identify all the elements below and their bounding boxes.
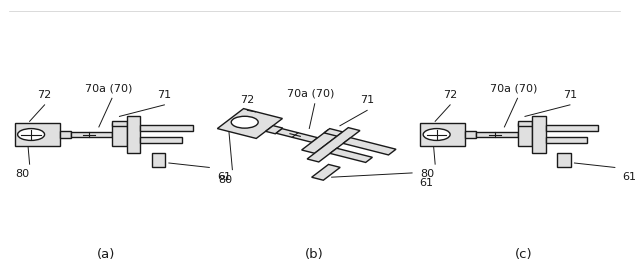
Text: 72: 72 [443, 90, 457, 100]
Text: 70a (70): 70a (70) [84, 83, 132, 93]
Polygon shape [518, 123, 532, 146]
Polygon shape [546, 125, 598, 131]
Text: 70a (70): 70a (70) [287, 89, 335, 99]
Polygon shape [330, 148, 372, 162]
Text: 71: 71 [360, 95, 374, 105]
Polygon shape [465, 131, 476, 138]
Text: 70a (70): 70a (70) [490, 83, 538, 93]
Polygon shape [127, 116, 140, 153]
Polygon shape [266, 126, 283, 134]
Polygon shape [420, 123, 465, 146]
Polygon shape [324, 129, 342, 136]
Polygon shape [140, 125, 193, 131]
Text: 80: 80 [218, 175, 232, 185]
Polygon shape [112, 123, 127, 146]
Polygon shape [218, 109, 282, 138]
Text: (b): (b) [305, 248, 324, 261]
Polygon shape [476, 132, 518, 137]
Polygon shape [546, 137, 587, 143]
Text: 72: 72 [38, 90, 52, 100]
Text: 61: 61 [622, 172, 636, 182]
Polygon shape [301, 130, 341, 153]
Text: 80: 80 [15, 169, 29, 179]
Polygon shape [71, 132, 112, 137]
Text: 61: 61 [217, 172, 231, 182]
Polygon shape [112, 121, 127, 126]
Circle shape [423, 129, 450, 141]
Text: (a): (a) [97, 248, 115, 261]
Text: 71: 71 [157, 90, 172, 100]
Polygon shape [60, 131, 71, 138]
Polygon shape [557, 153, 571, 167]
Text: 61: 61 [420, 178, 433, 188]
Polygon shape [140, 137, 182, 143]
Text: (c): (c) [515, 248, 532, 261]
Polygon shape [312, 164, 340, 180]
Text: 80: 80 [420, 169, 435, 179]
Polygon shape [307, 128, 360, 162]
Polygon shape [518, 121, 532, 126]
Polygon shape [532, 116, 546, 153]
Polygon shape [276, 129, 317, 142]
Circle shape [18, 129, 45, 141]
Text: 71: 71 [563, 90, 577, 100]
Circle shape [231, 116, 258, 128]
Text: 72: 72 [240, 95, 255, 105]
Polygon shape [152, 153, 165, 167]
Polygon shape [343, 138, 396, 155]
Polygon shape [15, 123, 60, 146]
